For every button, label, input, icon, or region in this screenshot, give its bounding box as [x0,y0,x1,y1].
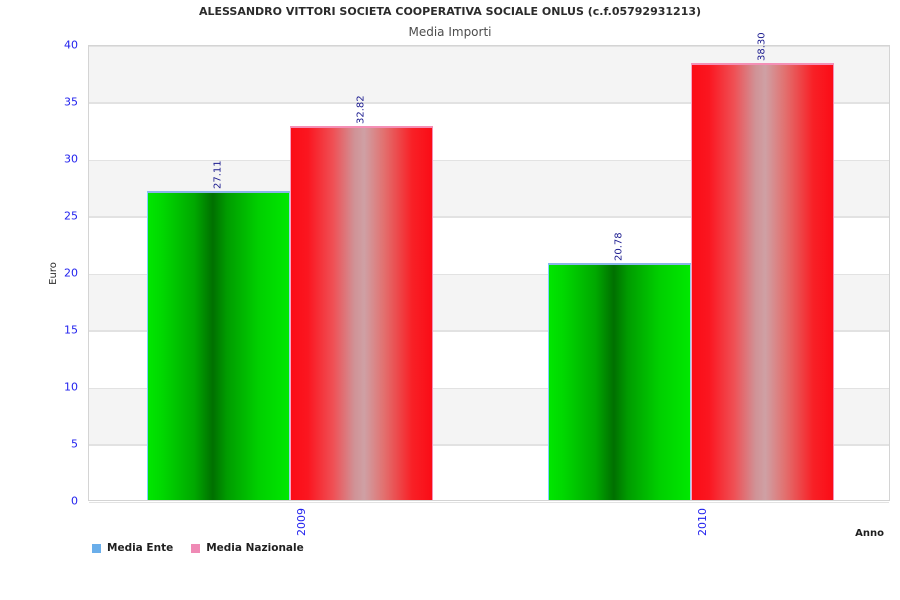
y-tick-label: 5 [71,437,78,451]
chart-legend: Media Ente Media Nazionale [92,542,304,554]
chart-subtitle: Media Importi [408,25,492,39]
bar-value-label: 38.30 [756,32,768,62]
chart-title: ALESSANDRO VITTORI SOCIETA COOPERATIVA S… [198,5,702,18]
bar-2009-media-nazionale[interactable] [289,125,433,500]
legend-item-media-ente[interactable]: Media Ente [92,542,173,554]
legend-label: Media Ente [107,542,174,554]
gridline [89,502,889,503]
y-tick-label: 10 [64,380,78,394]
bar-2010-media-nazionale[interactable] [690,63,834,500]
y-tick-label: 35 [64,95,78,109]
gridline [89,331,889,332]
legend-item-media-nazionale[interactable]: Media Nazionale [191,542,304,554]
gridline [89,217,889,218]
gridline [89,46,889,47]
y-tick-label: 30 [64,152,78,166]
y-tick-label: 15 [64,323,78,337]
plot-area: 27.11 32.82 20.78 38.30 [88,33,890,503]
bar-value-label: 27.11 [212,160,224,189]
gridline [89,103,889,104]
y-tick-label: 25 [64,209,78,223]
x-axis-title: Anno [855,528,884,539]
gridline [89,445,889,446]
bar-2009-media-ente[interactable] [146,190,290,500]
y-tick-label: 40 [64,38,78,52]
gridline [89,160,889,161]
y-tick-label: 0 [71,494,78,508]
y-tick-label: 20 [64,266,78,280]
gridline [89,274,889,275]
bar-2010-media-ente[interactable] [547,263,691,500]
bar-value-label: 32.82 [355,95,367,124]
y-axis-title: Euro [47,262,59,285]
gridline [89,388,889,389]
legend-swatch-icon [191,543,201,553]
legend-label: Media Nazionale [206,542,304,554]
x-tick-label: 2009 [294,508,308,536]
legend-swatch-icon [92,543,101,553]
bar-value-label: 20.78 [613,232,625,262]
x-tick-label: 2010 [695,508,709,536]
